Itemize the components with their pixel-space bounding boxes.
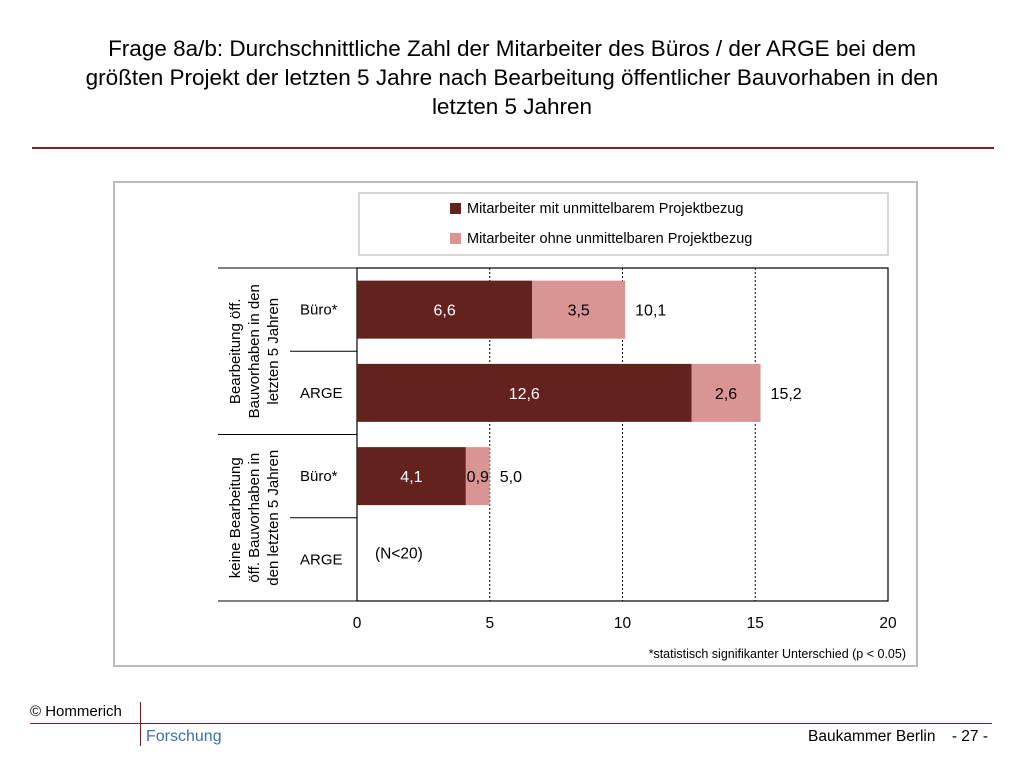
x-tick-label-4: 20 (879, 615, 897, 632)
x-tick-label-2: 10 (614, 615, 632, 632)
legend-label-1: Mitarbeiter ohne unmittelbaren Projektbe… (467, 231, 752, 247)
bar-s0-c1 (357, 363, 692, 422)
annotation-0: (N<20) (375, 545, 423, 562)
total-label-0: 10,1 (635, 303, 666, 320)
bar-s1-c1 (691, 363, 761, 422)
x-tick-label-3: 15 (747, 615, 764, 632)
category-label-3: ARGE (300, 551, 343, 568)
footer-vertical-divider (140, 702, 141, 746)
title-line-2: größten Projekt der letzten 5 Jahre nach… (85, 65, 939, 90)
legend-swatch-1 (450, 233, 461, 244)
data-label-s0-c2: 4,1 (400, 469, 422, 486)
data-label-s1-c2: 0,9 (467, 469, 489, 486)
data-label-s1-c1: 2,6 (715, 386, 737, 403)
data-label-s1-c0: 3,5 (568, 303, 590, 320)
group-label-0-line-0: Bearbeitung öff. (227, 298, 244, 404)
bar-s1-c2 (465, 447, 490, 506)
bar-s0-c0 (357, 280, 533, 339)
footer-organization: Baukammer Berlin (808, 728, 936, 745)
bar-s1-c0 (532, 280, 626, 339)
group-label-1: keine Bearbeitung öff. Bauvorhaben in den … (227, 450, 282, 586)
title-line-3: letzten 5 Jahren (431, 94, 593, 119)
group-label-0-line-1: Bauvorhaben in den (246, 284, 263, 418)
footer-forschung: Forschung (146, 728, 222, 745)
footer-right: Baukammer Berlin - 27 - (796, 728, 988, 746)
category-label-2: Büro* (300, 468, 338, 485)
footer-divider (30, 723, 992, 724)
group-label-1-line-1: öff. Bauvorhaben in (246, 453, 263, 583)
chart-footnote: *statistisch signifikanter Unterschied (… (649, 647, 906, 661)
total-label-1: 15,2 (771, 386, 802, 403)
title-divider (32, 147, 994, 149)
legend-box (358, 192, 889, 256)
page-title: Frage 8a/b: Durchschnittliche Zahl der M… (20, 34, 1004, 121)
group-label-1-line-0: keine Bearbeitung (227, 457, 244, 578)
copyright-text: © Hommerich (30, 703, 122, 720)
x-tick-label-0: 0 (353, 615, 362, 632)
legend-swatch-0 (450, 203, 461, 214)
group-label-0-line-2: letzten 5 Jahren (265, 298, 282, 405)
category-label-1: ARGE (300, 385, 343, 402)
group-label-0: Bearbeitung öff. Bauvorhaben in den letzte… (227, 284, 282, 418)
category-label-0: Büro* (300, 302, 338, 319)
total-label-2: 5,0 (500, 469, 522, 486)
data-label-s0-c1: 12,6 (509, 386, 540, 403)
page-number: - 27 - (951, 728, 988, 745)
title-line-1: Frage 8a/b: Durchschnittliche Zahl der M… (108, 36, 916, 61)
data-label-s0-c0: 6,6 (433, 303, 455, 320)
group-label-1-line-2: den letzten 5 Jahren (265, 450, 282, 586)
bar-s0-c2 (357, 447, 466, 506)
chart-frame (113, 181, 918, 667)
legend-label-0: Mitarbeiter mit unmittelbarem Projektbez… (467, 201, 743, 217)
x-tick-label-1: 5 (485, 615, 494, 632)
